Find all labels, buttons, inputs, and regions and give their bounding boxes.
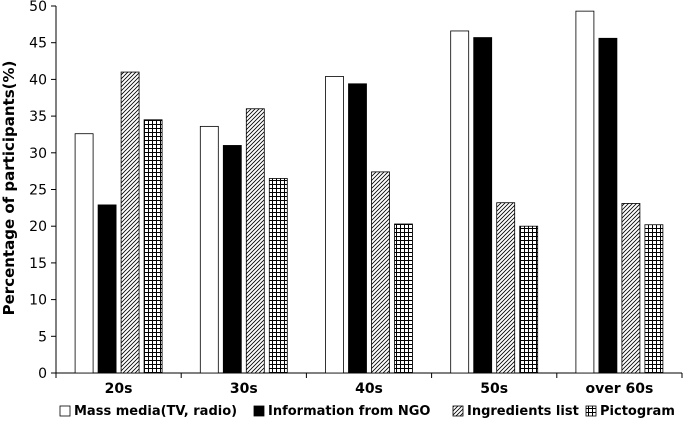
bar-over-60s-series-1: [575, 10, 595, 374]
bar-over-60s-series-4: [644, 224, 664, 374]
legend-swatch: [253, 405, 265, 417]
x-category-label: 40s: [355, 381, 383, 397]
bar-50s-series-1: [450, 30, 470, 374]
x-category-label: 20s: [105, 381, 133, 397]
x-category-label: 30s: [230, 381, 258, 397]
x-category-label: over 60s: [585, 381, 653, 397]
y-tick-label: 10: [29, 293, 47, 309]
y-tick-label: 40: [29, 72, 47, 88]
y-tick-label: 50: [29, 0, 47, 15]
bar-over-60s-series-3: [621, 203, 641, 374]
y-tick-label: 30: [29, 146, 47, 162]
legend-label: Ingredients list: [467, 404, 579, 419]
legend-swatch: [585, 405, 597, 417]
bar-40s-series-2: [348, 83, 367, 374]
bar-50s-series-2: [473, 37, 493, 374]
y-tick-label: 35: [29, 109, 47, 125]
bar-30s-series-3: [245, 108, 265, 374]
bars: [74, 10, 664, 374]
bar-40s-series-1: [325, 76, 344, 374]
y-axis-label: Percentage of participants(%): [0, 61, 18, 316]
y-tick-label: 0: [38, 366, 47, 382]
x-category-label: 50s: [480, 381, 508, 397]
legend-swatch: [59, 405, 71, 417]
y-tick-label: 45: [29, 36, 47, 52]
bar-20s-series-2: [97, 204, 117, 374]
tick-labels: 0 5 10 15 20 25 30 35 40 45 50 20s 30s 40s 50s over 60s: [29, 0, 653, 397]
bar-40s-series-3: [371, 171, 390, 374]
legend-swatch: [452, 405, 464, 417]
legend-label: Mass media(TV, radio): [74, 404, 237, 419]
y-tick-label: 25: [29, 183, 47, 199]
bar-40s-series-4: [394, 223, 413, 374]
y-tick-label: 15: [29, 256, 47, 272]
bar-50s-series-4: [519, 225, 539, 374]
legend: Mass media(TV, radio) Information from NG…: [59, 404, 675, 419]
bar-30s-series-4: [268, 178, 288, 374]
y-tick-label: 20: [29, 219, 47, 235]
bar-20s-series-1: [74, 133, 94, 374]
bar-over-60s-series-2: [598, 37, 618, 374]
bar-20s-series-4: [143, 119, 163, 374]
legend-label: Information from NGO: [268, 404, 430, 419]
legend-label: Pictogram: [600, 404, 675, 419]
y-tick-label: 5: [38, 329, 47, 345]
bar-20s-series-3: [120, 71, 140, 374]
bar-30s-series-1: [199, 125, 219, 374]
bar-50s-series-3: [496, 202, 516, 374]
bar-30s-series-2: [222, 145, 242, 374]
